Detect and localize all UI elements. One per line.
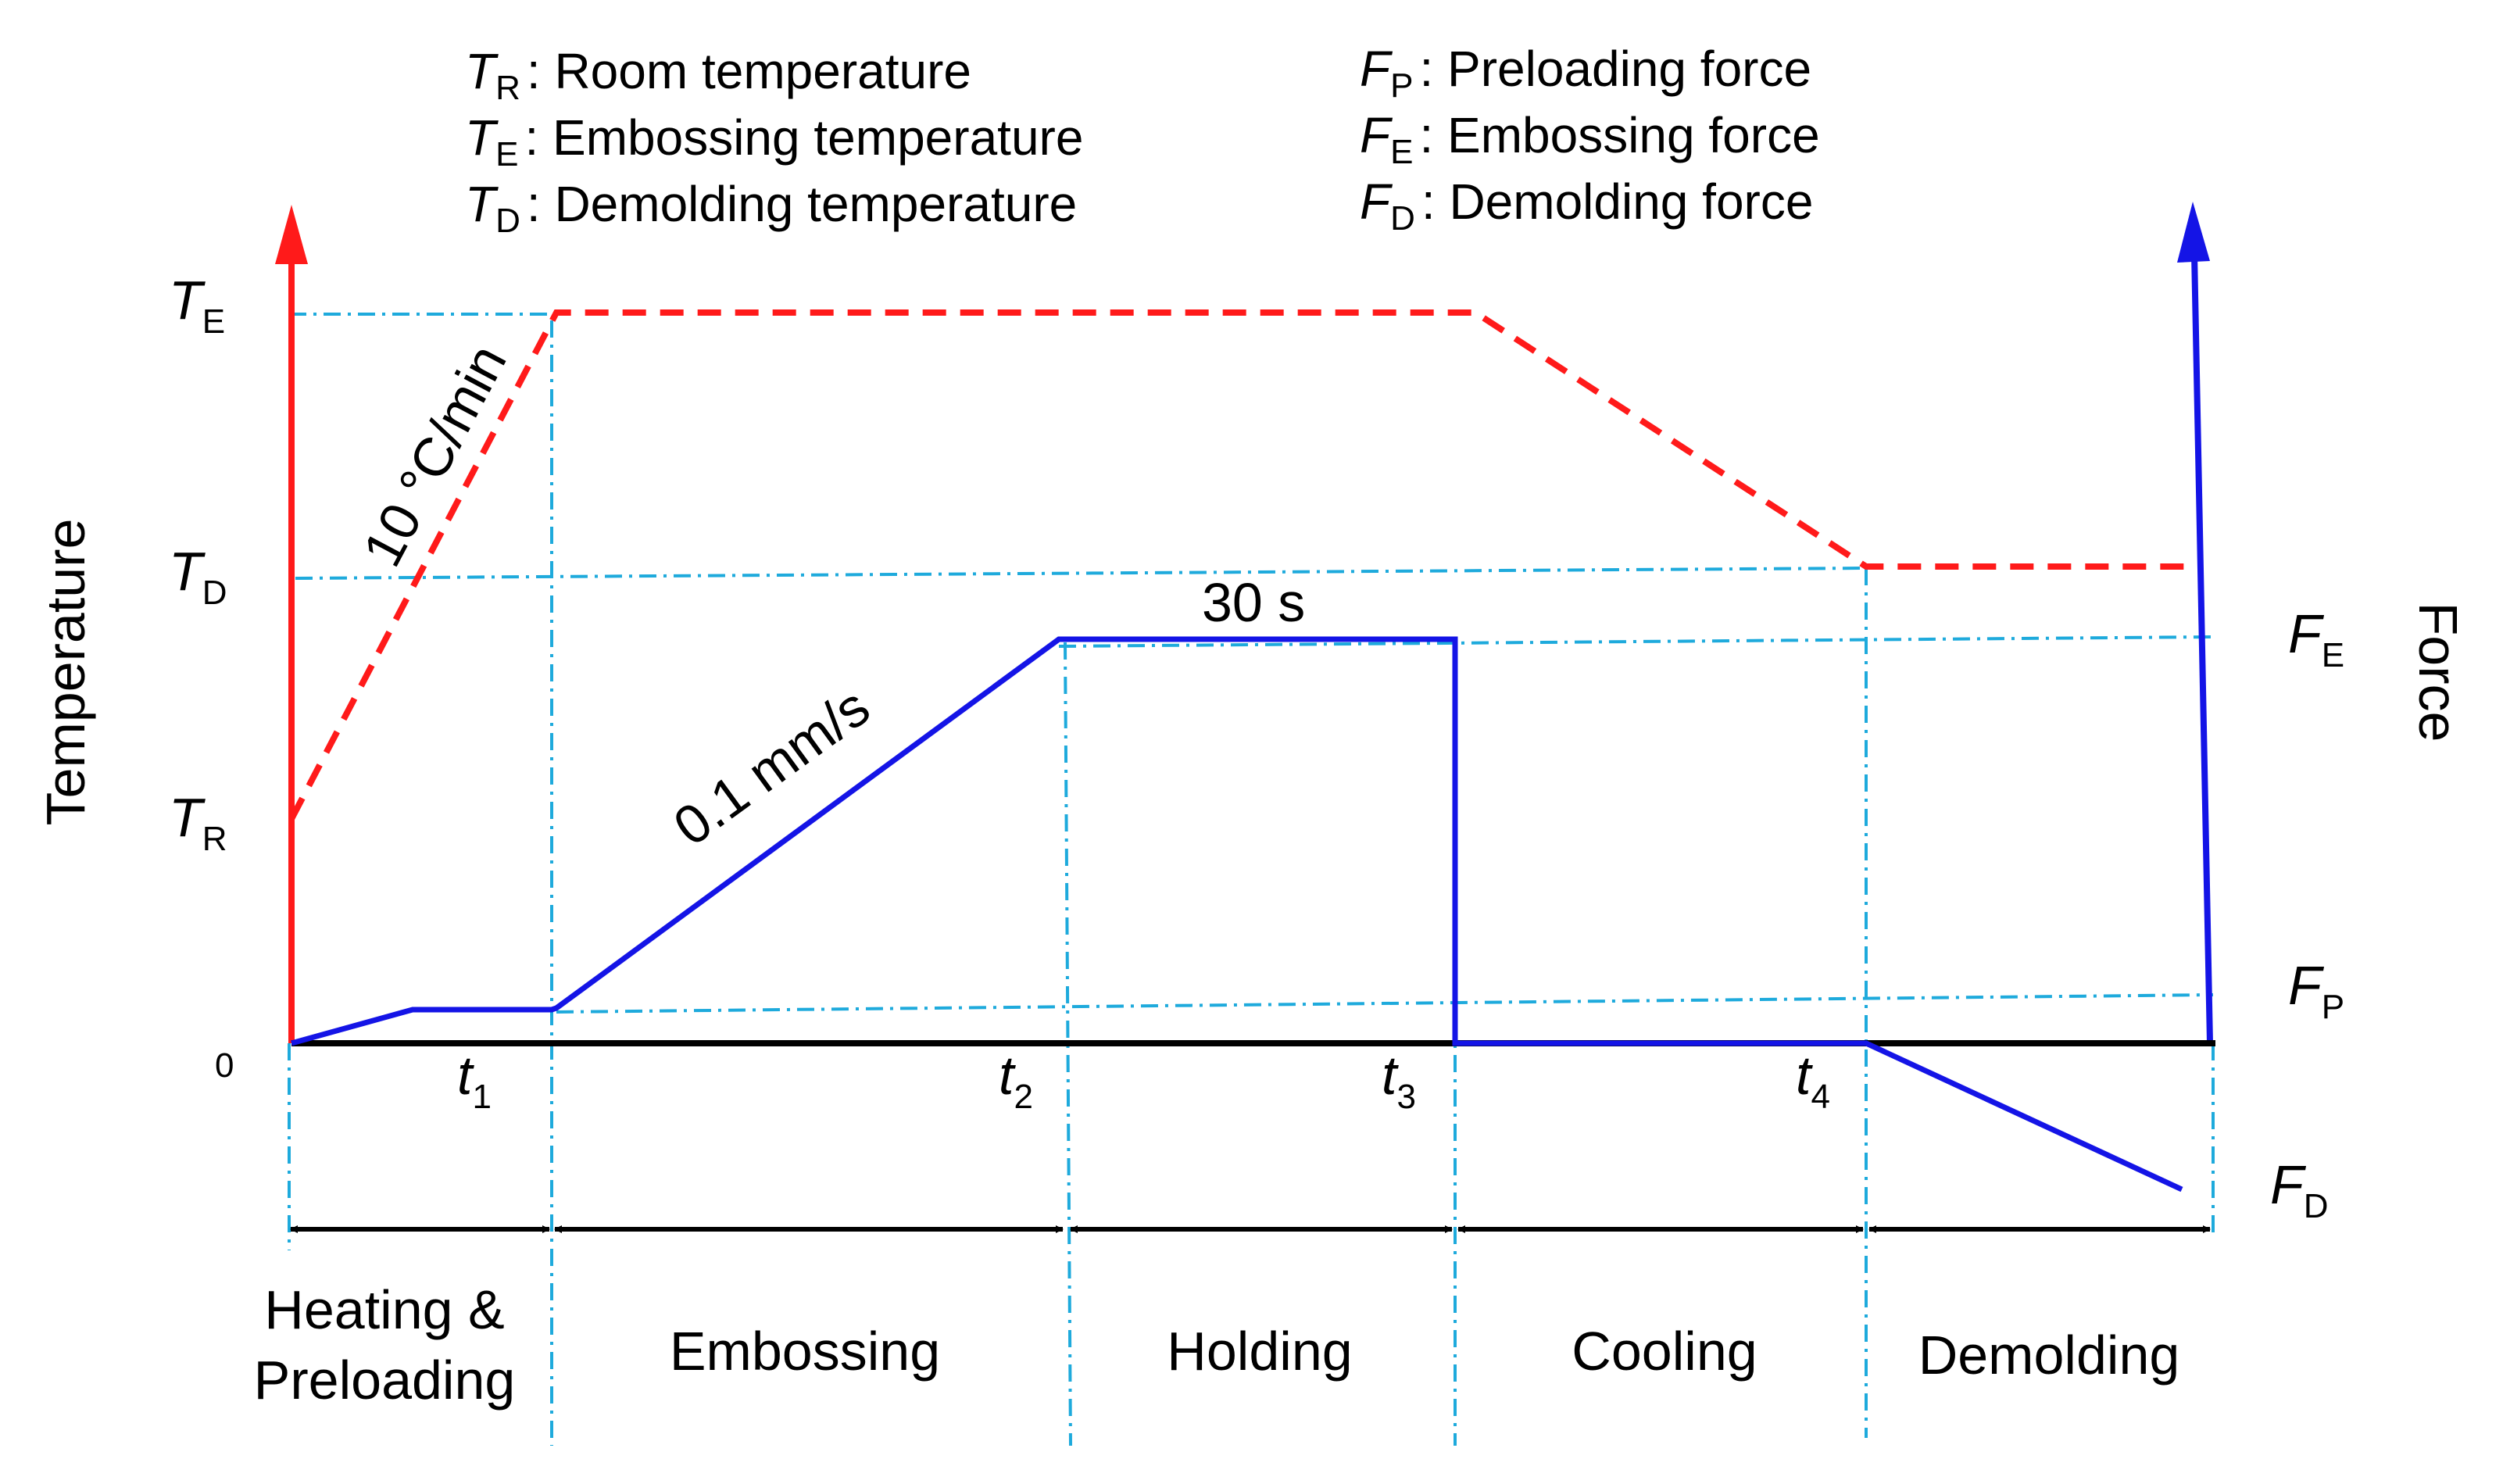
legend-td: TD: Demolding temperature [465,176,1077,240]
stage-embossing: Embossing [670,1321,940,1382]
label-t3: t3 [1382,1045,1416,1116]
guide-fe [1058,635,2214,648]
label-fp: FP [2288,955,2344,1026]
guide-lines [288,313,2215,1446]
force-axis-line [2191,253,2213,1044]
stage-heating-line2: Preloading [254,1350,516,1411]
stage-cooling: Cooling [1572,1321,1757,1382]
legend-fd: FD: Demolding force [1360,173,1813,238]
temperature-arrow-icon [275,205,308,264]
hold-time-label: 30 s [1202,572,1305,633]
legend-te: TE: Embossing temperature [465,109,1083,173]
label-t1: t1 [457,1045,492,1116]
label-tr: TR [169,787,227,858]
guide-v2 [1064,642,1072,1446]
temperature-profile [288,309,2194,821]
embossing-speed-label: 0.1 mm/s [663,676,881,857]
label-fd: FD [2270,1154,2329,1225]
legend-fe: FE: Embossing force [1360,107,1820,171]
guide-fp [556,993,2214,1014]
force-axis [2177,202,2213,1044]
force-arrow-icon [2177,202,2210,263]
legend-fp: FP: Preloading force [1360,41,1811,105]
force-legend: FP: Preloading force FE: Embossing force… [1360,41,1820,238]
label-td: TD [169,541,227,612]
temperature-axis-title: Temperature [35,519,96,826]
force-profile [291,636,2183,1193]
label-te: TE [169,270,225,341]
stage-heating-line1: Heating & [264,1279,504,1340]
label-t4: t4 [1796,1045,1830,1116]
guide-td [295,567,1867,580]
force-axis-title: Force [2408,603,2469,742]
stage-holding: Holding [1167,1321,1352,1382]
stage-demolding: Demolding [1918,1325,2180,1386]
temperature-axis [275,205,308,1043]
origin-label: 0 [215,1046,234,1085]
label-fe: FE [2288,603,2344,674]
legend-tr: TR: Room temperature [465,43,971,107]
label-t2: t2 [999,1045,1033,1116]
temperature-legend: TR: Room temperature TE: Embossing tempe… [465,43,1083,240]
